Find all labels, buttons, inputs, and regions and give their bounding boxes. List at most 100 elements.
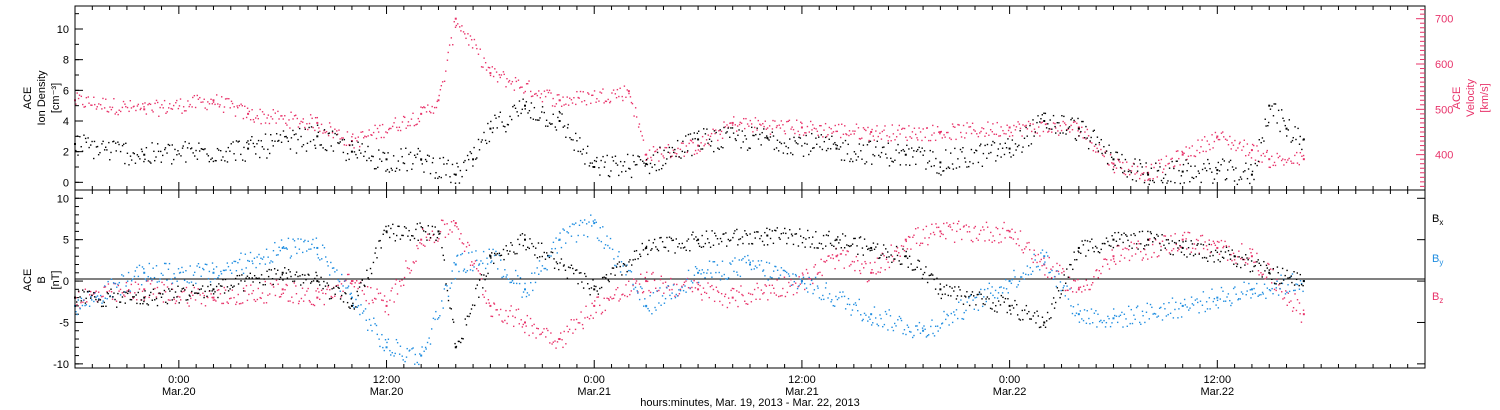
bx-sample	[839, 239, 841, 241]
bz-sample	[277, 283, 279, 285]
bx-sample	[847, 244, 850, 247]
bx-sample	[618, 261, 621, 263]
bx-sample	[748, 243, 750, 245]
velocity-sample	[206, 108, 208, 111]
bz-sample	[764, 284, 766, 286]
density-sample	[1033, 135, 1035, 137]
velocity-data-point	[1112, 162, 1115, 165]
bz-sample	[554, 340, 556, 342]
by-sample	[1202, 291, 1205, 293]
by-sample	[835, 295, 837, 298]
velocity-sample	[316, 116, 318, 119]
bx-sample	[99, 299, 102, 301]
velocity-sample	[1141, 172, 1143, 175]
by-sample	[98, 298, 100, 300]
density-sample	[811, 132, 813, 135]
velocity-sample	[782, 124, 784, 126]
by-sample	[936, 325, 939, 327]
by-sample	[569, 225, 571, 228]
by-sample	[1246, 290, 1248, 292]
bx-sample	[619, 265, 621, 268]
bx-sample	[1175, 242, 1177, 244]
bz-sample	[415, 260, 417, 262]
bz-sample	[635, 282, 637, 284]
velocity-sample	[745, 117, 747, 120]
bz-sample	[1029, 249, 1031, 251]
by-sample	[498, 254, 500, 256]
velocity-sample	[638, 123, 641, 125]
bx-sample	[417, 239, 419, 242]
velocity-sample	[142, 103, 144, 105]
density-sample	[735, 139, 737, 142]
density-sample	[252, 142, 255, 145]
density-data-point	[489, 127, 492, 130]
bz-sample	[853, 261, 855, 263]
bz-sample	[888, 266, 891, 269]
velocity-sample	[194, 106, 197, 109]
by-sample	[825, 282, 827, 284]
by-sample	[983, 288, 986, 291]
density-sample	[687, 133, 690, 136]
density-sample	[792, 153, 794, 156]
bz-sample	[102, 295, 104, 298]
velocity-sample	[665, 146, 668, 149]
bz-sample	[230, 297, 232, 299]
velocity-sample	[571, 102, 574, 104]
bz-sample	[461, 242, 464, 244]
bz-sample	[664, 281, 667, 283]
bx-sample	[529, 238, 531, 240]
bx-sample	[1048, 318, 1051, 320]
by-sample	[151, 278, 153, 281]
velocity-sample	[356, 140, 358, 142]
velocity-sample	[704, 143, 706, 145]
density-sample	[465, 169, 468, 171]
bottom-panel-data-points	[74, 214, 1305, 366]
bx-sample	[264, 283, 266, 286]
by-sample	[1224, 300, 1227, 302]
density-sample	[267, 148, 269, 151]
bz-sample	[1163, 235, 1165, 237]
velocity-sample	[1175, 150, 1178, 153]
bz-sample	[517, 308, 520, 310]
density-sample	[512, 105, 514, 108]
by-sample	[575, 241, 578, 243]
velocity-sample	[278, 118, 280, 120]
velocity-sample	[1172, 166, 1175, 168]
bx-sample	[639, 255, 642, 258]
velocity-sample	[325, 130, 328, 133]
bz-sample	[1264, 278, 1266, 280]
density-sample	[201, 148, 204, 150]
bz-sample	[175, 300, 178, 302]
bz-sample	[855, 255, 858, 258]
density-sample	[211, 157, 213, 159]
velocity-sample	[669, 156, 672, 159]
bx-sample	[299, 275, 301, 277]
bz-sample	[983, 229, 985, 231]
by-sample	[334, 271, 336, 273]
velocity-sample	[1186, 158, 1188, 161]
velocity-sample	[962, 124, 965, 127]
velocity-sample	[1213, 140, 1216, 143]
bz-sample	[1287, 292, 1290, 294]
by-sample	[1131, 322, 1134, 325]
by-sample	[1018, 280, 1021, 283]
by-sample	[1101, 321, 1103, 324]
by-sample	[989, 292, 992, 294]
density-sample	[986, 157, 988, 159]
velocity-sample	[1198, 152, 1201, 154]
density-sample	[1157, 169, 1160, 172]
bz-sample	[1036, 261, 1038, 264]
by-sample	[1164, 308, 1166, 310]
bx-sample	[944, 293, 946, 295]
density-sample	[1119, 166, 1122, 169]
bz-sample	[1090, 284, 1093, 286]
bx-sample	[981, 298, 983, 300]
bx-sample	[1051, 303, 1053, 305]
density-sample	[79, 135, 81, 138]
bx-sample	[705, 230, 708, 232]
density-sample	[584, 163, 586, 165]
by-sample	[876, 323, 878, 325]
bx-sample	[865, 245, 868, 247]
velocity-sample	[248, 110, 251, 113]
bx-sample	[945, 284, 948, 286]
